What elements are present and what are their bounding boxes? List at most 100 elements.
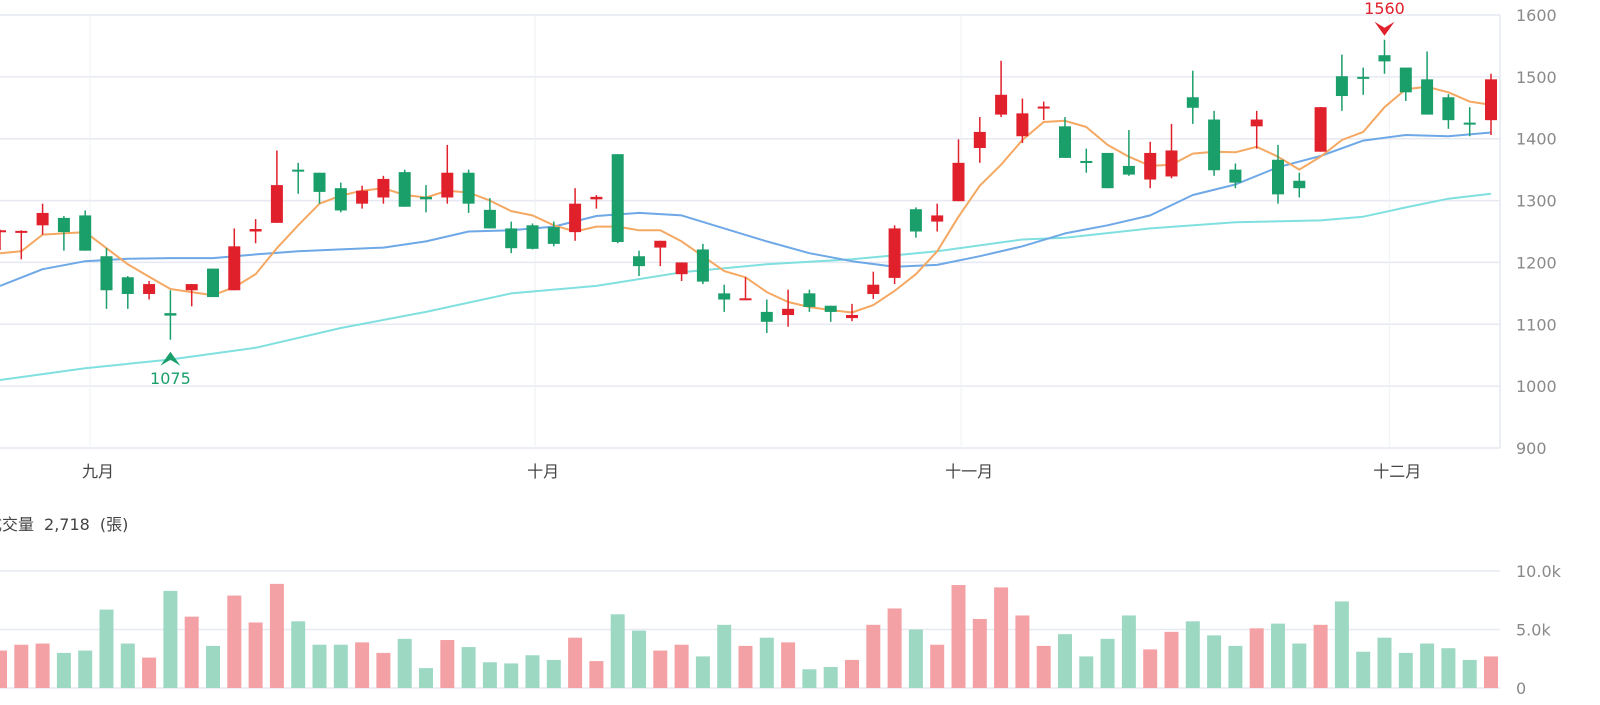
candle-body [505,228,518,249]
candle-down [1186,70,1199,124]
candle-body [420,196,432,200]
candle-down [164,290,177,340]
volume-bar [845,659,859,688]
volume-bar [1100,638,1115,688]
candle-body [462,172,475,204]
candle-body [377,178,390,198]
candle-body [228,246,241,291]
ma20-line [0,131,1492,287]
candle-up [675,262,688,281]
candle-body [675,262,688,275]
volume-bar [717,624,732,688]
candle-down [1335,54,1348,111]
candle-up [739,277,752,301]
candle-up [782,289,795,327]
ma60-line [0,192,1492,381]
candle-body [1122,165,1135,175]
price-tick-label: 1200 [1516,253,1557,272]
volume-bar [781,642,796,688]
candle-body [1421,79,1434,115]
candle-body [1059,126,1071,158]
candle-up [249,219,262,244]
volume-bar [1058,634,1072,688]
candle-up [1250,110,1263,149]
volume-bar [0,650,7,688]
candle-body [718,293,731,300]
candle-body [1335,76,1348,97]
volume-bar [1249,628,1264,688]
candle-body [1357,76,1370,79]
candle-body [696,249,709,282]
candle-up [888,225,901,285]
candle-down [547,221,560,247]
candle-body [1293,180,1306,189]
candle-body [100,256,113,291]
min-marker-icon [160,351,181,366]
candle-body [1080,160,1093,163]
volume-bar [269,583,284,688]
candle-body [334,188,347,211]
price-tick-label: 1500 [1516,68,1557,87]
volume-bar [759,637,774,688]
candle-down [57,216,70,251]
candle-down [207,268,219,298]
volume-current-value: 2,718 [44,515,90,534]
month-label: 九月 [82,462,114,481]
candle-down [803,289,816,312]
candle-up [1016,98,1029,144]
candle-down [398,169,411,207]
axis-labels: 900 1000 1100 1200 1300 1400 1500 1600 九月 十月 十一月 十二… [82,6,1562,698]
candle-down [1122,130,1135,176]
volume-unit: (張) [99,515,129,534]
volume-bar [1462,659,1477,688]
volume-bar [1292,643,1307,688]
price-tick-label: 1600 [1516,6,1557,25]
volume-bar [653,650,668,688]
volume-bar [1377,637,1392,688]
candle-body [483,209,496,229]
volume-bar [695,656,710,688]
volume-bar [930,644,945,688]
candle-down [633,250,645,277]
candle-down [718,284,731,312]
candle-body [1463,122,1476,125]
month-label: 十二月 [1373,462,1421,481]
volume-bar [674,644,689,688]
candle-body [0,230,6,233]
volume-bar [419,668,433,688]
candle-body [931,215,944,222]
volume-bar [1356,651,1371,688]
volume-bar [1271,623,1285,688]
volume-bar [972,618,987,688]
candle-down [1080,148,1093,173]
volume-bar [1015,615,1030,688]
candle-down [121,276,134,309]
candle-down [292,162,305,194]
candle-down [1357,67,1370,95]
volume-bar [632,630,646,688]
volume-bar [184,616,199,688]
candle-down [1229,163,1242,189]
candle-body [1165,150,1178,177]
volume-bar [1121,615,1136,688]
candle-body [526,225,539,249]
candle-up [228,228,241,291]
candle-up [185,284,198,307]
candle-up [270,150,283,223]
volume-bar [610,614,625,688]
volume-bar [1079,656,1094,688]
volume-bar [802,669,817,688]
candle-down [334,182,347,213]
month-label: 十一月 [945,462,993,481]
candle-down [526,223,539,250]
candle-down [1463,107,1476,137]
volume-bar [1228,645,1243,688]
volume-bar [951,585,966,688]
candle-up [0,229,6,251]
candle-up [143,280,156,300]
volume-bar [525,655,540,688]
candle-down [420,185,432,213]
volume-bar [546,659,561,688]
candle-up [1037,101,1050,121]
